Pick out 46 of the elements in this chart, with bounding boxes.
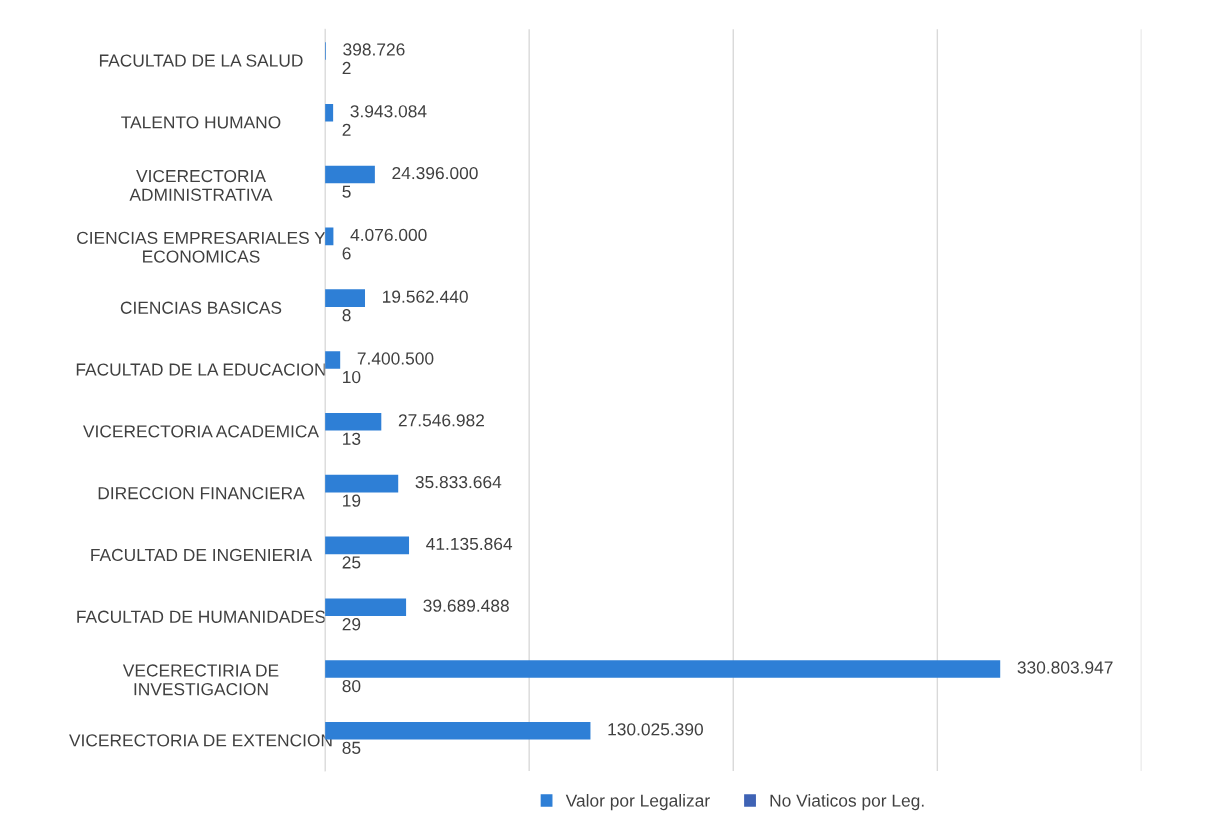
data-label: 10 xyxy=(343,370,361,384)
data-label: 35.833.664 xyxy=(415,475,502,489)
legend-label: No Viaticos por Leg. xyxy=(770,794,924,811)
y-tick-label: VICERECTORIA ACADEMICA xyxy=(83,425,319,438)
data-label: 5 xyxy=(342,185,351,198)
y-tick-label: CIENCIAS EMPRESARIALES Y ECONOMICAS xyxy=(77,231,326,263)
bar xyxy=(325,289,366,307)
y-tick-label: VECERECTIRIA DE INVESTIGACION xyxy=(122,664,279,696)
legend-label: Valor por Legalizar xyxy=(565,794,710,811)
bar xyxy=(325,536,410,555)
data-label: 27.546.982 xyxy=(398,414,484,427)
data-label: 39.689.488 xyxy=(423,599,509,612)
data-label: 41.135.864 xyxy=(426,537,513,551)
bar xyxy=(325,412,382,431)
data-label: 2 xyxy=(342,61,351,74)
data-label: 13 xyxy=(343,432,361,445)
bar xyxy=(325,660,1001,678)
y-tick-label: FACULTAD DE HUMANIDADES xyxy=(77,610,326,623)
y-tick-label: DIRECCION FINANCIERA xyxy=(98,487,305,500)
data-label: 29 xyxy=(342,618,361,631)
data-label: 85 xyxy=(342,741,361,754)
data-label: 6 xyxy=(342,247,351,260)
y-tick-label: FACULTAD DE LA SALUD xyxy=(99,54,303,67)
bar xyxy=(325,474,399,493)
y-tick-label: VICERECTORIA DE EXTENCION xyxy=(69,734,332,747)
y-tick-label: TALENTO HUMANO xyxy=(121,116,281,129)
data-label: 4.076.000 xyxy=(350,228,427,242)
y-tick-label: FACULTAD DE INGENIERIA xyxy=(91,548,313,562)
y-tick-label: CIENCIAS BASICAS xyxy=(120,301,282,314)
bar xyxy=(325,351,341,369)
data-label: 330.803.947 xyxy=(1017,661,1113,674)
data-label: 19.562.440 xyxy=(383,290,468,303)
data-label: 130.025.390 xyxy=(608,723,703,736)
bar xyxy=(325,165,375,184)
data-label: 398.726 xyxy=(343,43,405,56)
data-label: 7.400.500 xyxy=(357,352,434,365)
data-label: 8 xyxy=(342,309,351,322)
data-label: 24.396.000 xyxy=(392,166,478,180)
data-label: 25 xyxy=(342,556,361,569)
data-label: 3.943.084 xyxy=(350,105,427,118)
data-label: 80 xyxy=(342,679,361,693)
y-tick-label: FACULTAD DE LA EDUCACION xyxy=(76,363,326,376)
data-label: 2 xyxy=(342,123,351,136)
y-tick-label: VICERECTORIA ADMINISTRATIVA xyxy=(129,169,273,201)
data-label: 19 xyxy=(343,494,361,507)
bar xyxy=(325,598,407,616)
